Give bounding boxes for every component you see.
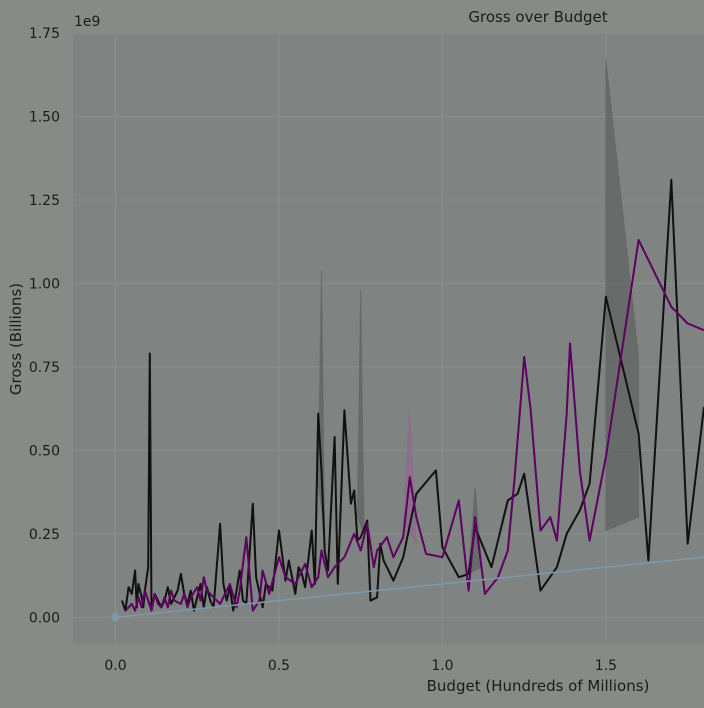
chart-title: Gross over Budget [468, 8, 607, 26]
y-axis-label: Gross (Billions) [7, 283, 25, 395]
x-tick-label: 0.0 [104, 658, 126, 674]
y-tick-label: 1.75 [29, 26, 60, 42]
x-tick-label: 1.5 [595, 658, 617, 674]
trend-start-point [112, 613, 120, 621]
x-axis-label: Budget (Hundreds of Millions) [427, 677, 650, 695]
x-tick-label: 0.5 [268, 658, 290, 674]
x-tick-label: 1.0 [431, 658, 453, 674]
y-tick-label: 1.25 [29, 193, 60, 209]
y-tick-label: 0.00 [29, 610, 60, 626]
y-tick-label: 0.75 [29, 360, 60, 376]
y-tick-label: 0.50 [29, 443, 60, 459]
y-tick-label: 0.25 [29, 527, 60, 543]
y-offset-label: 1e9 [74, 14, 100, 30]
y-tick-label: 1.50 [29, 109, 60, 125]
y-tick-label: 1.00 [29, 276, 60, 292]
